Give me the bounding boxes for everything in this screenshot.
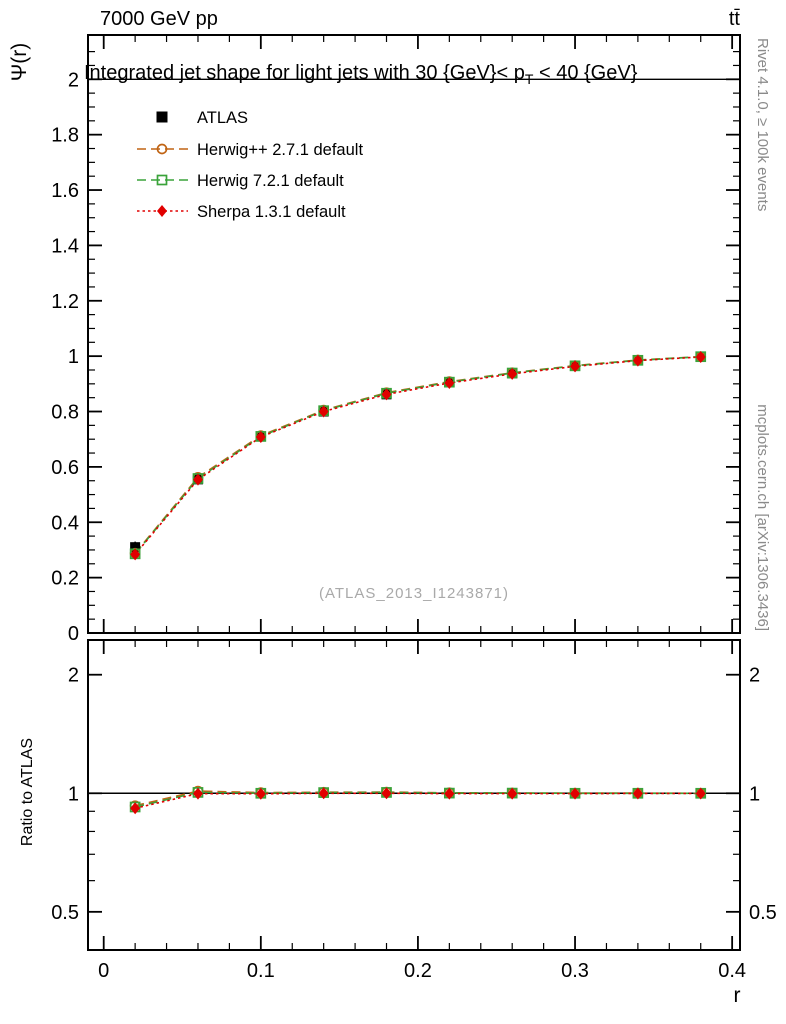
axes-layer: 0 0.1 0.2 0.3 0.4 0 0.2 0.4 0.6 0.8 1 1.2 1.4 1.6 1.8 2… <box>51 34 777 982</box>
curve-sherpa-1-3-1-default <box>134 356 701 555</box>
main-y-tick-label: 1 <box>68 346 79 368</box>
main-y-tick-label: 1.2 <box>51 291 79 313</box>
legend-label-herwigpp: Herwig++ 2.7.1 default <box>197 141 363 159</box>
legend-marker-filled-diamond <box>157 205 167 217</box>
main-y-tick-label: 0.6 <box>51 457 79 479</box>
main-y-tick-label: 2 <box>68 69 79 91</box>
main-y-tick-label: 0.8 <box>51 402 79 424</box>
legend-marker-open-square <box>156 174 168 186</box>
legend-label-atlas: ATLAS <box>197 109 248 127</box>
header-beam-label: 7000 GeV pp <box>100 8 218 30</box>
x-axis-title: r <box>734 984 741 1007</box>
data-marker-filled-square <box>130 542 141 553</box>
data-marker-filled-diamond <box>192 473 203 486</box>
data-marker-filled-diamond <box>507 787 518 800</box>
main-y-tick-label: 0 <box>68 623 79 645</box>
main-y-tick-label: 1.6 <box>51 180 79 202</box>
main-y-tick-label: 1.8 <box>51 125 79 147</box>
legend-label-sherpa: Sherpa 1.3.1 default <box>197 203 346 221</box>
data-marker-filled-diamond <box>695 350 706 363</box>
ratio-y-tick-label-right: 0.5 <box>749 902 777 924</box>
plot-title-post: < 40 {GeV} <box>533 62 637 84</box>
data-marker-filled-diamond <box>318 405 329 418</box>
ratio-y-tick-label-right: 1 <box>749 783 760 805</box>
data-marker-filled-diamond <box>381 388 392 401</box>
curve-sherpa-1-3-1-default <box>134 792 701 810</box>
data-marker-filled-diamond <box>507 367 518 380</box>
plot-title-pre: Integrated jet shape for light jets with… <box>84 62 525 84</box>
ratio-y-tick-label-left: 1 <box>68 783 79 805</box>
ratio-panel-frame <box>87 639 741 951</box>
data-marker-filled-diamond <box>632 787 643 800</box>
curve-herwig-2-7-1-default <box>134 355 701 554</box>
main-y-tick-label: 0.4 <box>51 512 79 534</box>
data-marker-filled-diamond <box>695 787 706 800</box>
y-axis-title-main: Ψ(r) <box>8 43 31 82</box>
main-y-tick-label: 1.4 <box>51 235 79 257</box>
ratio-y-tick-label-left: 2 <box>68 665 79 687</box>
data-marker-filled-diamond <box>444 787 455 800</box>
header-process-label: tt̄ <box>729 8 741 30</box>
x-tick-label: 0.4 <box>718 960 746 982</box>
y-axis-title-ratio: Ratio to ATLAS <box>19 738 36 846</box>
rivet-version-note: Rivet 4.1.0, ≥ 100k events <box>754 38 771 211</box>
data-layer <box>129 350 707 815</box>
legend-marker-open-circle <box>156 143 168 155</box>
data-marker-filled-diamond <box>255 430 266 443</box>
x-tick-label: 0.2 <box>404 960 432 982</box>
ratio-y-tick-label-right: 2 <box>749 665 760 687</box>
data-marker-filled-diamond <box>381 787 392 800</box>
x-tick-label: 0 <box>98 960 109 982</box>
curve-herwig-7-2-1-default <box>134 355 701 555</box>
legend-sample-layer <box>137 111 188 217</box>
plot-title-subscript: T <box>525 71 534 87</box>
data-marker-filled-diamond <box>192 787 203 800</box>
x-tick-label: 0.3 <box>561 960 589 982</box>
analysis-id-watermark: (ATLAS_2013_I1243871) <box>319 585 509 602</box>
x-tick-label: 0.1 <box>247 960 275 982</box>
data-marker-filled-diamond <box>570 360 581 373</box>
curve-herwig-7-2-1-default <box>134 791 701 808</box>
data-marker-filled-diamond <box>130 802 141 815</box>
legend-label-herwig7: Herwig 7.2.1 default <box>197 172 344 190</box>
data-marker-filled-diamond <box>130 548 141 561</box>
main-y-tick-label: 0.2 <box>51 568 79 590</box>
mcplots-arxiv-note: mcplots.cern.ch [arXiv:1306.3436] <box>754 404 771 631</box>
data-marker-filled-diamond <box>632 354 643 367</box>
data-marker-filled-diamond <box>570 787 581 800</box>
ratio-y-tick-label-left: 0.5 <box>51 902 79 924</box>
data-marker-filled-diamond <box>318 787 329 800</box>
data-marker-filled-diamond <box>444 377 455 390</box>
plot-title: Integrated jet shape for light jets with… <box>84 62 638 87</box>
main-panel-frame <box>87 34 741 634</box>
data-marker-filled-diamond <box>255 787 266 800</box>
legend-marker-filled-square <box>156 111 168 123</box>
